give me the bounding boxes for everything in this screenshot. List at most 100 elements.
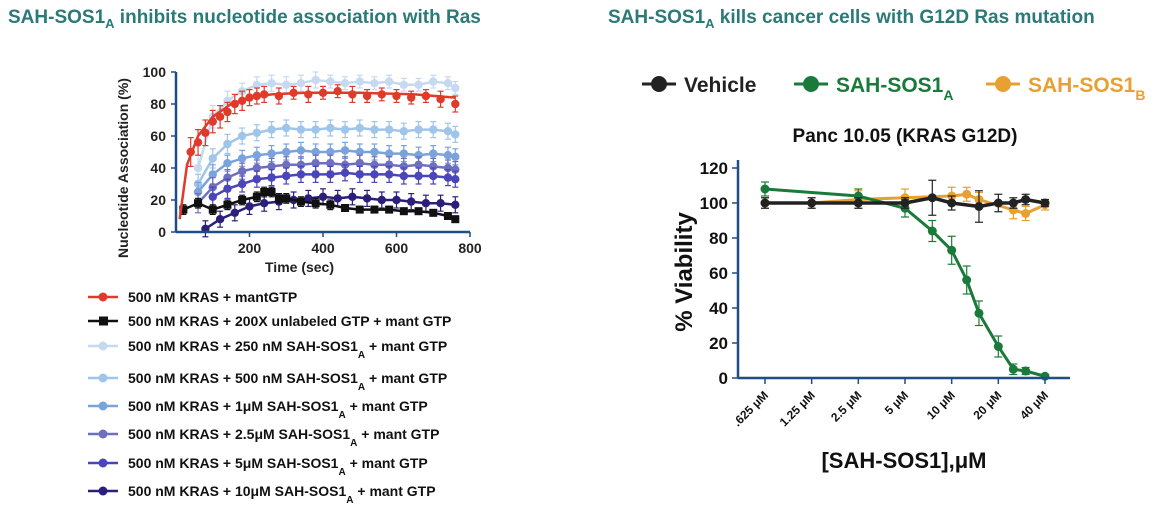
chart1-data-point <box>348 90 357 99</box>
chart2-data-point <box>927 193 937 203</box>
chart1-data-point <box>414 160 423 169</box>
chart1-y-tick-label: 0 <box>158 224 166 240</box>
chart1-data-point <box>260 199 269 208</box>
chart1-data-point <box>223 184 232 193</box>
chart1-data-point <box>384 170 394 179</box>
chart1-data-point <box>215 112 225 122</box>
chart1-legend-item: 500 nM KRAS + 250 nM SAH-SOS1A + mant GT… <box>88 338 447 361</box>
chart1-data-point <box>252 192 261 201</box>
chart1-data-point <box>348 192 357 201</box>
chart1-data-point <box>193 163 203 173</box>
chart2-x-tick-label: 10 μM <box>924 388 958 422</box>
chart1-data-point <box>370 125 379 134</box>
chart1-data-point <box>311 170 320 179</box>
chart2-x-tick-label: 2.5 μM <box>828 388 864 424</box>
chart1-x-tick-label: 200 <box>238 240 262 256</box>
chart1-legend-item: 500 nM KRAS + 5μM SAH-SOS1A + mant GTP <box>88 455 428 478</box>
chart1-data-point <box>208 205 217 214</box>
chart2-data-point <box>962 189 972 199</box>
chart1-data-point <box>429 77 438 86</box>
chart1-data-point <box>282 123 291 133</box>
chart1-x-tick-label: 800 <box>458 240 482 256</box>
chart1-data-point <box>407 93 416 102</box>
chart1-data-point <box>223 200 232 209</box>
chart1-data-point <box>252 163 262 173</box>
chart2-data-point <box>993 198 1003 208</box>
chart1-data-point <box>384 125 394 134</box>
chart1-data-point <box>414 207 423 216</box>
chart1-data-point <box>230 208 239 217</box>
chart2-data-point <box>760 184 770 194</box>
chart2-data-point <box>900 198 910 208</box>
legend-swatch-marker <box>98 341 108 351</box>
chart2-y-tick-label: 0 <box>719 369 728 388</box>
chart1-data-point <box>326 147 335 157</box>
chart2-legend-item: Vehicle <box>642 74 756 97</box>
chart1-data-point <box>318 192 328 201</box>
chart1-data-point <box>326 159 335 168</box>
chart1-data-point <box>355 170 364 179</box>
chart1-series-layer <box>178 71 460 238</box>
chart1-data-point <box>392 195 401 205</box>
chart1-data-point <box>304 90 313 99</box>
chart1-data-point <box>179 205 188 214</box>
chart1-data-point <box>333 194 342 203</box>
chart1-data-point <box>451 175 460 184</box>
chart1-legend-label: 500 nM KRAS + 5μM SAH-SOS1A + mant GTP <box>128 455 428 478</box>
legend-swatch-marker <box>98 373 108 383</box>
right-panel-title: SAH-SOS1A kills cancer cells with G12D R… <box>608 7 1095 31</box>
chart1-data-point <box>326 123 335 133</box>
chart2-x-tick-label: 1.25 μM <box>777 388 818 429</box>
viability-chart: Panc 10.05 (KRAS G12D) Vehicle SAH-SOS1A S… <box>642 74 1145 473</box>
chart1-legend-item: 500 nM KRAS + 1μM SAH-SOS1A + mant GTP <box>88 398 428 421</box>
chart1-y-tick-label: 80 <box>150 96 166 112</box>
chart1-data-point <box>429 125 438 134</box>
chart1-legend-item: 500 nM KRAS + 10μM SAH-SOS1A + mant GTP <box>88 483 436 506</box>
chart1-data-point <box>274 91 284 101</box>
legend-swatch-marker <box>995 76 1011 92</box>
chart1-data-point <box>340 125 350 134</box>
chart1-data-point <box>443 151 453 160</box>
chart1-data-point <box>370 79 379 88</box>
chart1-data-point <box>377 90 386 99</box>
chart1-data-point <box>429 171 438 181</box>
chart1-series-4 <box>193 119 460 195</box>
chart1-data-point <box>208 192 217 201</box>
nucleotide-association-chart: 200 400 600 800 0 20 40 60 80 100 Time (sec) Nucl… <box>88 64 482 506</box>
chart2-series-layer <box>760 179 1050 381</box>
chart1-data-point <box>282 147 291 157</box>
chart1-data-point <box>399 149 409 158</box>
chart1-data-point <box>311 147 320 157</box>
chart1-data-point <box>238 196 247 204</box>
chart1-series-1 <box>178 84 460 220</box>
chart1-data-point <box>340 79 350 88</box>
chart1-data-point <box>252 128 262 137</box>
chart1-data-point <box>186 147 195 157</box>
chart1-data-point <box>340 168 350 177</box>
chart2-legend-item: SAH-SOS1B <box>986 74 1145 103</box>
chart1-data-point <box>414 125 423 134</box>
chart1-legend-item: 500 nM KRAS + 2.5μM SAH-SOS1A + mant GTP <box>88 426 439 449</box>
chart1-data-point <box>429 149 438 158</box>
chart1-data-point <box>296 170 306 179</box>
chart2-x-axis-label: [SAH-SOS1],μM <box>821 448 986 473</box>
chart1-data-point <box>237 179 247 189</box>
chart1-data-point <box>194 199 203 208</box>
chart1-data-point <box>355 77 364 86</box>
chart1-data-point <box>355 205 364 214</box>
left-panel-title: SAH-SOS1A inhibits nucleotide associatio… <box>8 7 481 31</box>
chart1-y-tick-label: 40 <box>150 160 166 176</box>
chart1-data-point <box>384 77 394 86</box>
chart1-data-point <box>318 88 328 98</box>
chart1-data-point <box>289 88 298 98</box>
chart1-data-point <box>237 96 247 106</box>
chart1-data-point <box>443 79 453 88</box>
chart1-data-point <box>311 199 320 208</box>
chart1-data-point <box>296 146 306 155</box>
chart1-data-point <box>392 91 401 101</box>
chart1-legend-item: 500 nM KRAS + 500 nM SAH-SOS1A + mant GT… <box>88 370 447 393</box>
chart2-data-point <box>947 245 957 255</box>
chart1-data-point <box>282 194 291 203</box>
chart2-data-point <box>974 202 984 211</box>
chart1-legend-label: 500 nM KRAS + 1μM SAH-SOS1A + mant GTP <box>128 398 428 421</box>
